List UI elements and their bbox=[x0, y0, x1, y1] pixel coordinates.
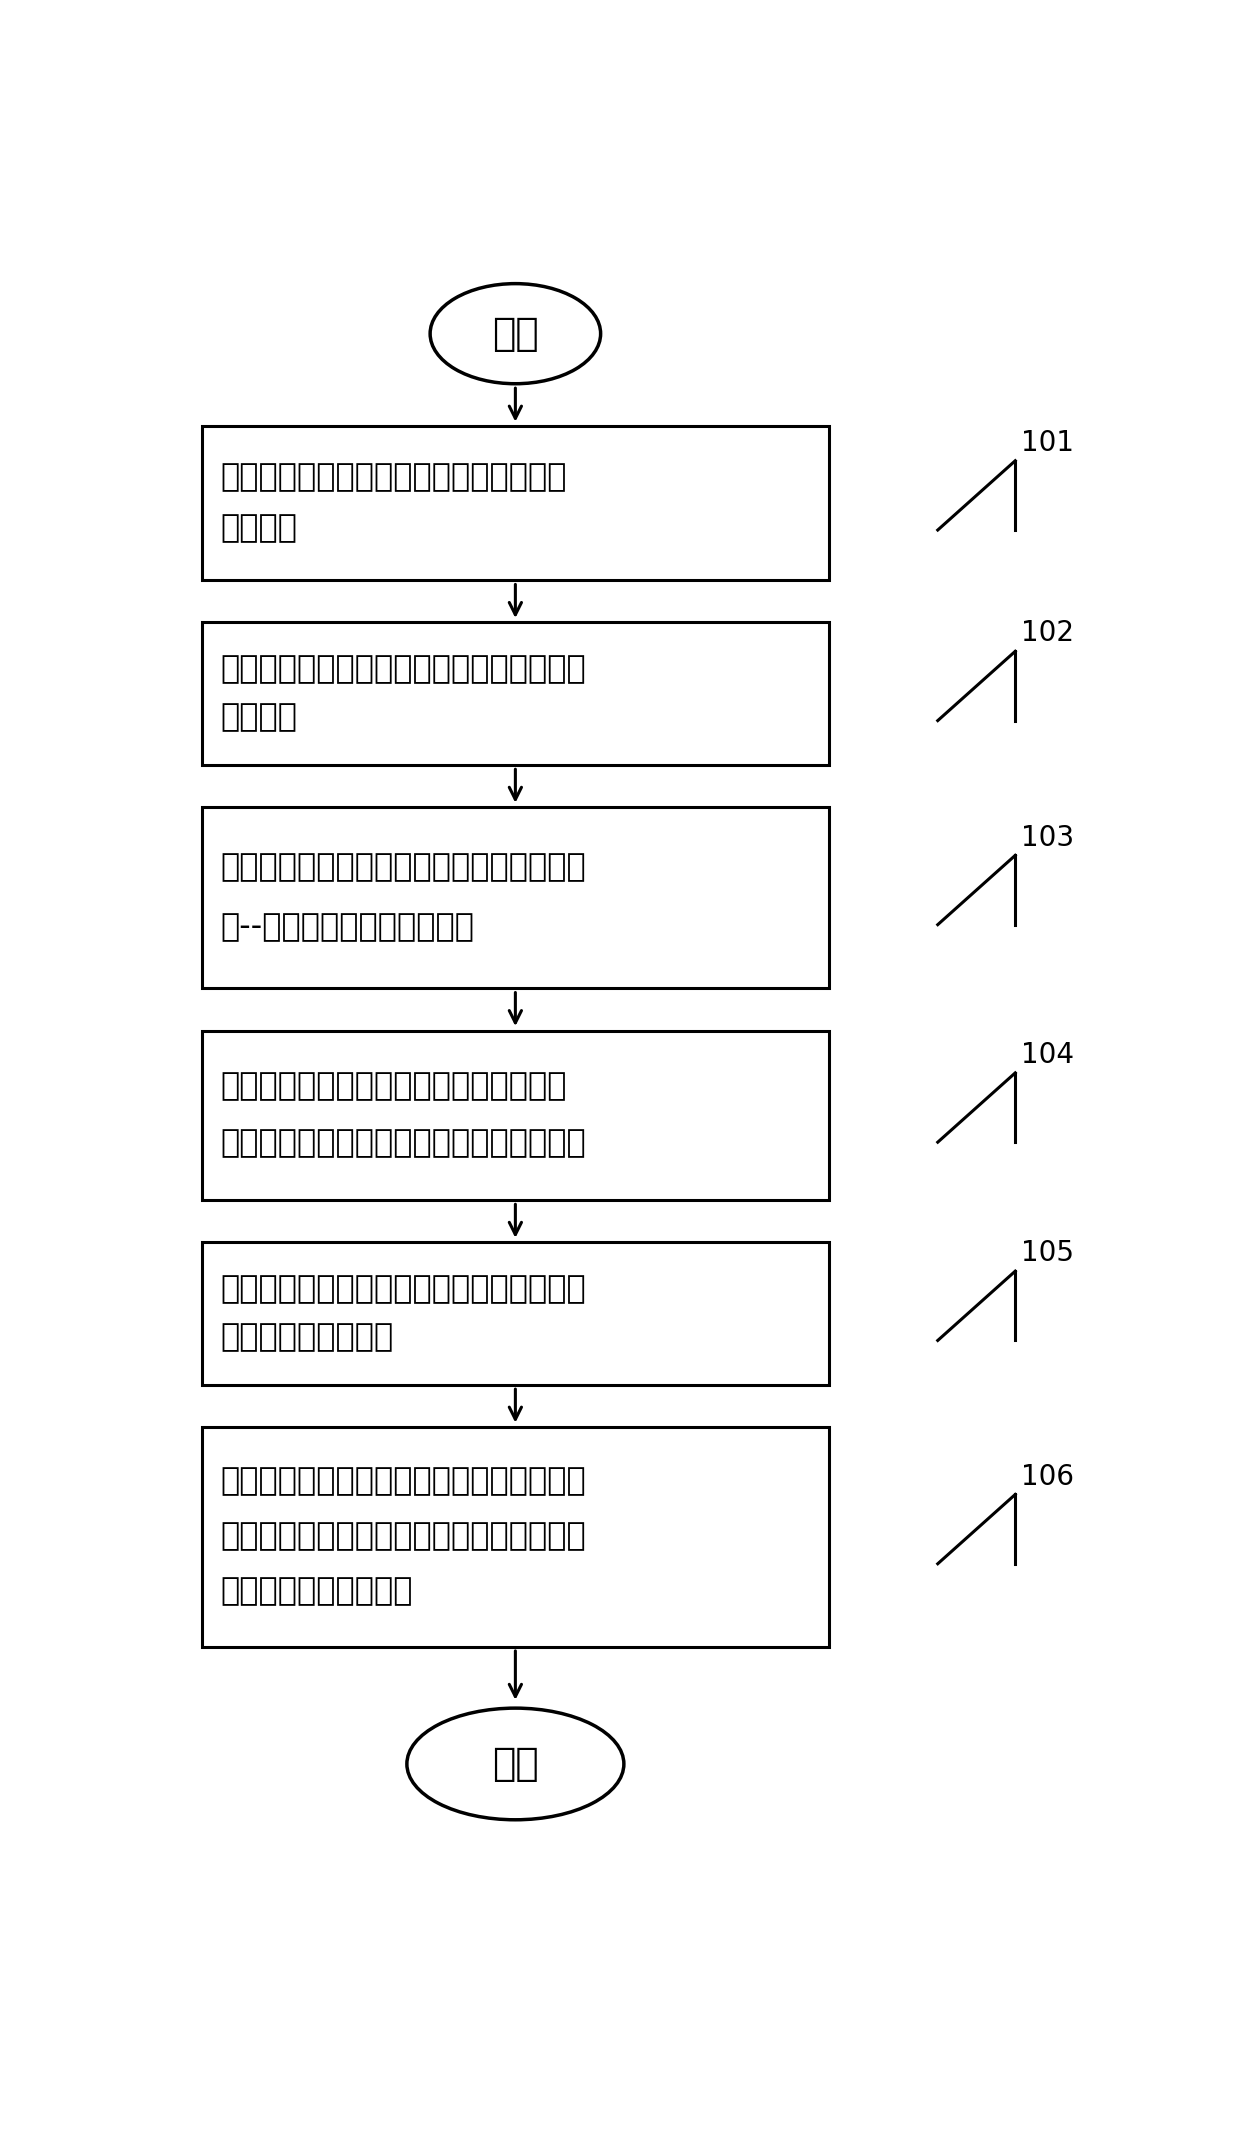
Text: 101: 101 bbox=[1022, 430, 1074, 458]
Text: 104: 104 bbox=[1022, 1042, 1074, 1070]
Text: 到干扰信号，并从其接收信号减去干扰信号: 到干扰信号，并从其接收信号减去干扰信号 bbox=[221, 1521, 587, 1553]
Text: 103: 103 bbox=[1022, 824, 1075, 851]
Bar bbox=[201, 1031, 830, 1200]
Text: 106: 106 bbox=[1022, 1463, 1074, 1491]
Bar bbox=[201, 1243, 830, 1384]
Bar bbox=[201, 622, 830, 766]
Text: 受扰基站端对接收的用户比特流编码调制得: 受扰基站端对接收的用户比特流编码调制得 bbox=[221, 1467, 587, 1497]
Text: 号，并解调、译码后得到用户的信息比特流: 号，并解调、译码后得到用户的信息比特流 bbox=[221, 1127, 587, 1159]
Text: 户--基站之间的信道状态信息: 户--基站之间的信道状态信息 bbox=[221, 913, 475, 943]
Text: 开始: 开始 bbox=[492, 314, 538, 353]
Text: 105: 105 bbox=[1022, 1238, 1074, 1266]
Text: 用户终端向所属小区的目的服务基站发送: 用户终端向所属小区的目的服务基站发送 bbox=[221, 462, 568, 492]
Text: 受扰基站: 受扰基站 bbox=[221, 702, 298, 734]
Bar bbox=[201, 806, 830, 988]
Text: 服务基站的相邻基站根据导频信号强度确定: 服务基站的相邻基站根据导频信号强度确定 bbox=[221, 655, 587, 684]
Text: 目的基站利用信道估计値检测出该用户信: 目的基站利用信道估计値检测出该用户信 bbox=[221, 1072, 568, 1102]
Bar bbox=[201, 426, 830, 580]
Bar bbox=[201, 1427, 830, 1647]
Text: 目的基站和受扰基站根据导频信号估计出用: 目的基站和受扰基站根据导频信号估计出用 bbox=[221, 851, 587, 883]
Text: 102: 102 bbox=[1022, 620, 1074, 648]
Text: 导频符号: 导频符号 bbox=[221, 513, 298, 543]
Text: 后，再恢复信息比特流: 后，再恢复信息比特流 bbox=[221, 1576, 413, 1606]
Text: 目的服务基站端利用骨干网络把用户信息比: 目的服务基站端利用骨干网络把用户信息比 bbox=[221, 1275, 587, 1305]
Text: 特传送到受扰基站端: 特传送到受扰基站端 bbox=[221, 1322, 394, 1352]
Text: 结束: 结束 bbox=[492, 1745, 538, 1784]
